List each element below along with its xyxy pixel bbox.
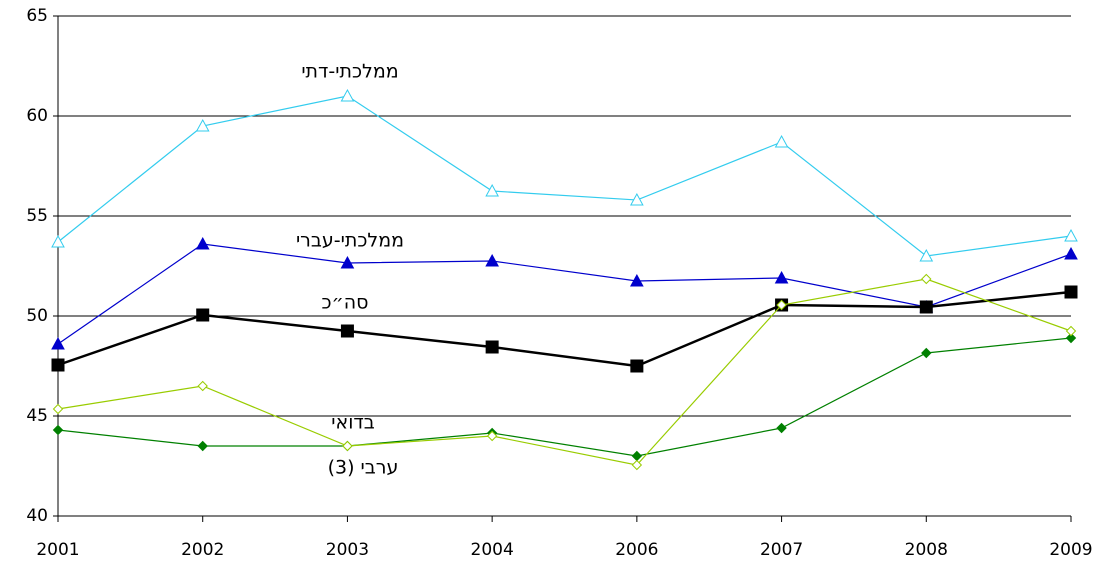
marker	[1064, 228, 1078, 242]
y-tick-label: 65	[26, 6, 48, 26]
marker	[921, 347, 932, 359]
marker	[342, 440, 353, 452]
marker	[921, 273, 932, 285]
marker	[195, 236, 210, 250]
y-tick-label: 50	[26, 306, 48, 326]
marker	[51, 358, 65, 372]
y-tick-label: 60	[26, 106, 48, 126]
series-line	[57, 278, 1072, 466]
marker	[197, 380, 208, 392]
marker	[195, 118, 210, 132]
marker	[774, 270, 789, 284]
marker	[51, 234, 65, 248]
marker	[340, 88, 355, 102]
marker	[1065, 325, 1077, 337]
series-line	[57, 290, 1072, 368]
marker	[340, 255, 355, 269]
series-label: ערבי (3)	[328, 457, 399, 479]
marker	[485, 183, 499, 197]
marker	[485, 253, 499, 267]
series-label: ממלכתי-דתי	[301, 61, 398, 83]
marker	[630, 192, 644, 206]
marker	[774, 134, 789, 148]
marker	[776, 422, 787, 434]
series-line	[57, 337, 1072, 457]
marker	[919, 248, 934, 262]
marker	[197, 440, 208, 452]
x-tick-label: 2007	[760, 540, 803, 560]
marker	[485, 340, 499, 354]
marker	[631, 459, 643, 471]
x-tick-label: 2004	[471, 540, 514, 560]
marker	[630, 359, 644, 373]
x-tick-label: 2008	[905, 540, 948, 560]
y-tick-label: 55	[26, 206, 48, 226]
marker	[196, 308, 210, 322]
marker	[1064, 246, 1078, 260]
y-tick-label: 40	[26, 506, 48, 526]
marker	[340, 324, 354, 338]
marker	[486, 430, 498, 442]
marker	[51, 336, 65, 350]
x-tick-label: 2001	[36, 540, 79, 560]
series-line	[57, 95, 1072, 257]
y-tick-label: 45	[26, 406, 48, 426]
x-tick-label: 2006	[615, 540, 658, 560]
x-tick-label: 2002	[181, 540, 224, 560]
marker	[52, 403, 64, 415]
series-label: ממלכתי-עברי	[296, 230, 404, 252]
series-label: סה״כ	[321, 292, 368, 314]
marker	[631, 450, 643, 462]
marker	[630, 273, 644, 287]
marker	[776, 299, 787, 311]
x-tick-label: 2009	[1049, 540, 1092, 560]
series-line	[57, 243, 1072, 345]
x-tick-label: 2003	[326, 540, 369, 560]
marker	[1065, 332, 1077, 344]
marker	[1064, 285, 1078, 299]
marker	[919, 300, 933, 314]
marker	[52, 424, 64, 436]
series-label: בדואי	[331, 412, 374, 434]
